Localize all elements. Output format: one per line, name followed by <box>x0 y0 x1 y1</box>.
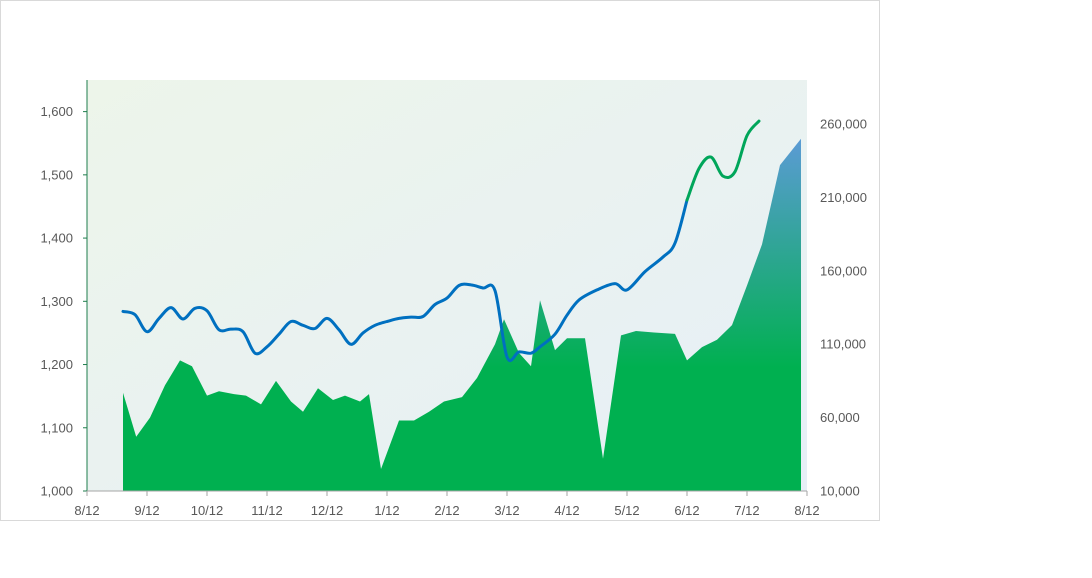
y-left-tick-label: 1,300 <box>40 294 73 309</box>
x-tick-label: 10/12 <box>191 503 224 518</box>
x-tick-label: 7/12 <box>734 503 759 518</box>
x-tick-label: 4/12 <box>554 503 579 518</box>
volume-area <box>123 138 801 491</box>
y-left-tick-label: 1,600 <box>40 104 73 119</box>
y-right-tick-label: 160,000 <box>820 263 867 278</box>
y-left-tick-label: 1,400 <box>40 231 73 246</box>
y-right-tick-label: 210,000 <box>820 190 867 205</box>
x-tick-label: 3/12 <box>494 503 519 518</box>
x-tick-label: 2/12 <box>434 503 459 518</box>
chart-frame: 1,000 1,100 1,200 1,300 1,400 1,500 1,600 10,00… <box>0 0 880 521</box>
x-tick-label: 11/12 <box>251 503 283 518</box>
x-tick-label: 5/12 <box>614 503 639 518</box>
y-right-tick-label: 60,000 <box>820 410 860 425</box>
price-line-green <box>685 119 761 202</box>
y-right-tick-label: 10,000 <box>820 484 860 499</box>
x-tick-label: 9/12 <box>134 503 159 518</box>
x-tick-label: 8/12 <box>794 503 819 518</box>
x-tick-label: 8/12 <box>74 503 99 518</box>
y-right-tick-label: 110,000 <box>820 337 866 352</box>
y-right-tick-label: 260,000 <box>820 117 867 132</box>
combo-chart: 1,000 1,100 1,200 1,300 1,400 1,500 1,600 10,00… <box>40 80 867 518</box>
y-left-tick-label: 1,000 <box>40 484 73 499</box>
y-left-tick-label: 1,200 <box>40 357 73 372</box>
y-left-tick-label: 1,500 <box>40 167 73 182</box>
x-tick-label: 6/12 <box>674 503 699 518</box>
x-tick-label: 1/12 <box>374 503 399 518</box>
y-left-tick-label: 1,100 <box>40 420 73 435</box>
x-tick-label: 12/12 <box>311 503 344 518</box>
price-line-blue <box>121 198 689 363</box>
